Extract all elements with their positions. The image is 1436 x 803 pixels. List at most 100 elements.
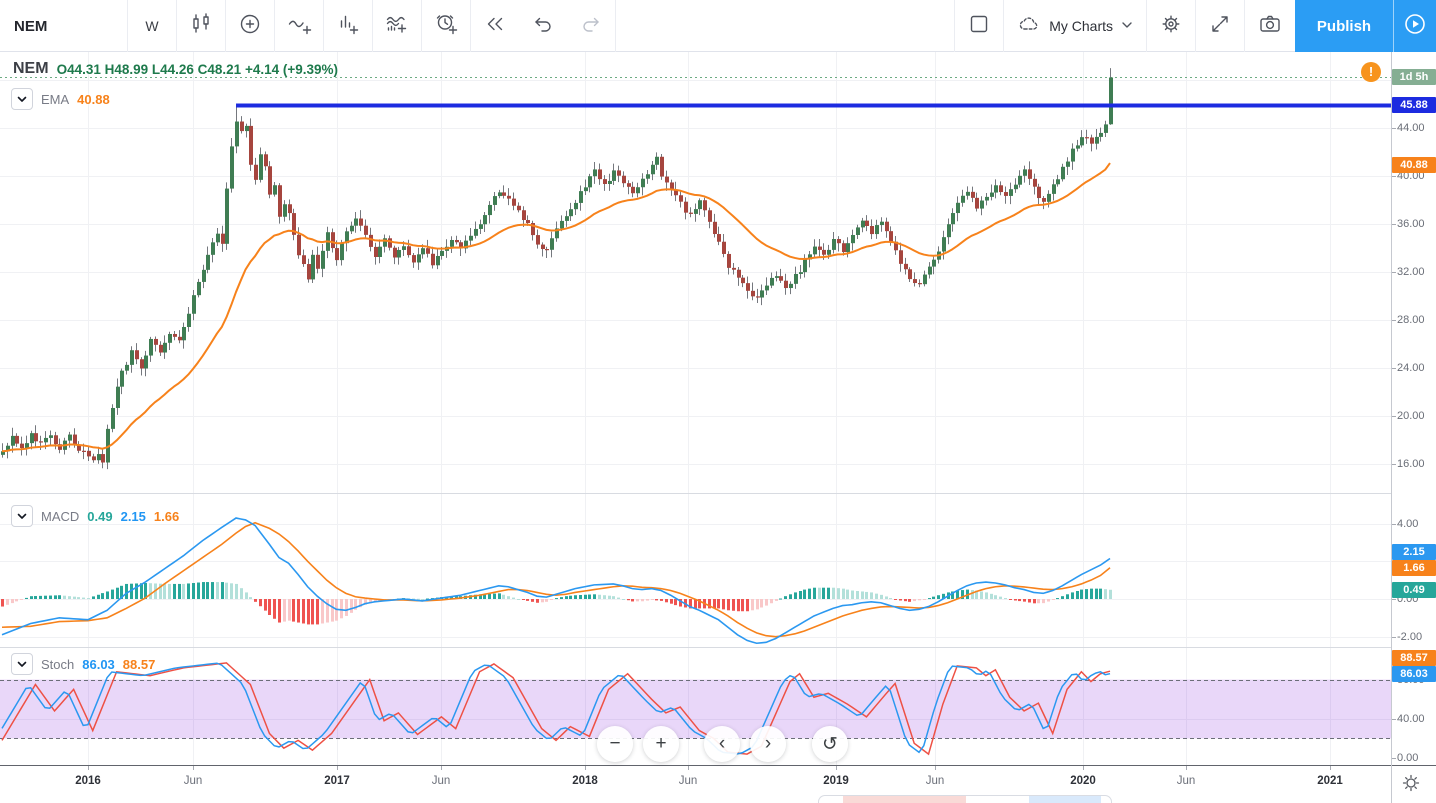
bottom-drawer-tab[interactable]: [818, 795, 1112, 803]
top-toolbar: NEM W: [0, 0, 1436, 52]
macd-signal-value: 1.66: [153, 508, 180, 524]
fundamentals-button[interactable]: [324, 0, 372, 52]
toolbar-separator: [1146, 0, 1147, 52]
ema-legend: EMA 40.88: [11, 88, 110, 110]
snapshot-button[interactable]: [1245, 0, 1295, 52]
stoch-collapse-button[interactable]: [11, 653, 33, 675]
time-tick: [337, 766, 338, 770]
toolbar-separator: [1195, 0, 1196, 52]
price-axis[interactable]: 48.0044.0040.0036.0032.0028.0024.0020.00…: [1392, 52, 1436, 765]
alert-button[interactable]: [422, 0, 470, 52]
time-axis[interactable]: 2016 Jun 2017 Jun 2018 Jun 2019 Jun 2020 Jun 2021: [0, 766, 1391, 803]
time-axis-label: 2020: [1070, 775, 1096, 787]
price-axis-border: [1391, 52, 1392, 803]
axis-price-badge: 86.03: [1392, 665, 1436, 682]
pane-divider[interactable]: [0, 647, 1436, 648]
my-charts-label: My Charts: [1049, 18, 1113, 34]
macd-line-value: 2.15: [120, 508, 146, 524]
toolbar-separator: [421, 0, 422, 52]
axis-tick: [1392, 224, 1396, 225]
ema-collapse-button[interactable]: [11, 88, 33, 110]
axis-tick: [1392, 464, 1396, 465]
stoch-k-value: 86.03: [82, 656, 115, 672]
axis-tick: [1392, 758, 1396, 759]
stoch-d-value: 88.57: [122, 656, 156, 672]
drawer-tab-blue-segment: [1029, 796, 1101, 803]
redo-icon: [578, 11, 604, 42]
axis-label: 44.00: [1397, 122, 1425, 134]
axis-label: 20.00: [1397, 410, 1425, 422]
fullscreen-button[interactable]: [1196, 0, 1244, 52]
compare-button[interactable]: [226, 0, 274, 52]
chart-settings-button[interactable]: [1147, 0, 1195, 52]
axis-label: -2.00: [1397, 630, 1423, 643]
chart-style-button[interactable]: [177, 0, 225, 52]
toolbar-separator: [1003, 0, 1005, 52]
axis-tick: [1392, 637, 1396, 638]
symbol-button[interactable]: NEM: [0, 0, 127, 52]
publish-label: Publish: [1316, 17, 1372, 35]
axis-tick: [1392, 599, 1396, 600]
scroll-left-button[interactable]: ‹: [704, 726, 740, 762]
axis-tick: [1392, 368, 1396, 369]
interval-label: W: [145, 18, 159, 34]
toolbar-separator: [954, 0, 956, 52]
time-tick: [441, 766, 442, 770]
legend-symbol[interactable]: NEM: [13, 60, 49, 77]
interval-button[interactable]: W: [128, 0, 176, 52]
legend-ohlc-values: O44.31 H48.99 L44.26 C48.21 +4.14 (+9.39…: [56, 61, 339, 77]
zoom-in-button[interactable]: +: [643, 726, 679, 762]
symbol-label: NEM: [14, 17, 48, 35]
my-charts-button[interactable]: My Charts: [1004, 0, 1146, 52]
macd-collapse-button[interactable]: [11, 505, 33, 527]
fundamentals-add-icon: [335, 11, 361, 42]
axis-price-badge: 88.57: [1392, 649, 1436, 666]
strategies-button[interactable]: [373, 0, 421, 52]
chart-canvas[interactable]: [0, 52, 1392, 765]
fullscreen-icon: [1207, 11, 1233, 42]
reset-view-button[interactable]: ↺: [812, 726, 848, 762]
indicator-line-add-icon: [286, 11, 312, 42]
axis-label: 28.00: [1397, 314, 1425, 326]
time-axis-label: Jun: [925, 775, 945, 787]
time-tick: [836, 766, 837, 770]
stoch-legend: Stoch 86.03 88.57: [11, 653, 155, 675]
ema-label: EMA: [41, 91, 70, 107]
toolbar-separator: [470, 0, 471, 52]
axis-label: 32.00: [1397, 266, 1425, 278]
drawer-tab-red-segment: [843, 796, 966, 803]
time-axis-label: 2019: [823, 775, 849, 787]
rewind-button[interactable]: [471, 0, 519, 52]
scroll-right-button[interactable]: ›: [750, 726, 786, 762]
candlestick-style-icon: [188, 11, 214, 42]
ema-value: 40.88: [77, 91, 110, 107]
layout-button[interactable]: [955, 0, 1003, 52]
publish-play-button[interactable]: [1393, 0, 1436, 52]
axis-label: 36.00: [1397, 218, 1425, 230]
time-axis-label: 2016: [75, 775, 101, 787]
time-axis-label: Jun: [678, 775, 698, 787]
undo-button[interactable]: [519, 0, 567, 52]
toolbar-separator: [323, 0, 324, 52]
time-axis-border: [0, 765, 1436, 766]
time-tick: [1186, 766, 1187, 770]
macd-label: MACD: [41, 508, 80, 524]
axis-price-badge: 0.49: [1392, 581, 1436, 598]
redo-button[interactable]: [567, 0, 615, 52]
alert-warning-icon[interactable]: !: [1361, 62, 1381, 82]
publish-button[interactable]: Publish: [1295, 0, 1393, 52]
axis-tick: [1392, 272, 1396, 273]
toolbar-separator: [176, 0, 177, 52]
time-axis-label: Jun: [1176, 775, 1196, 787]
zoom-out-button[interactable]: −: [597, 726, 633, 762]
indicators-button[interactable]: [275, 0, 323, 52]
alert-clock-add-icon: [433, 11, 459, 42]
cloud-icon: [1016, 12, 1042, 41]
toolbar-separator: [615, 0, 616, 52]
pane-divider[interactable]: [0, 493, 1436, 494]
toolbar-separator: [372, 0, 373, 52]
undo-icon: [530, 11, 556, 42]
axis-tick: [1392, 524, 1396, 525]
camera-icon: [1257, 11, 1283, 42]
timezone-settings-icon[interactable]: [1399, 771, 1423, 800]
